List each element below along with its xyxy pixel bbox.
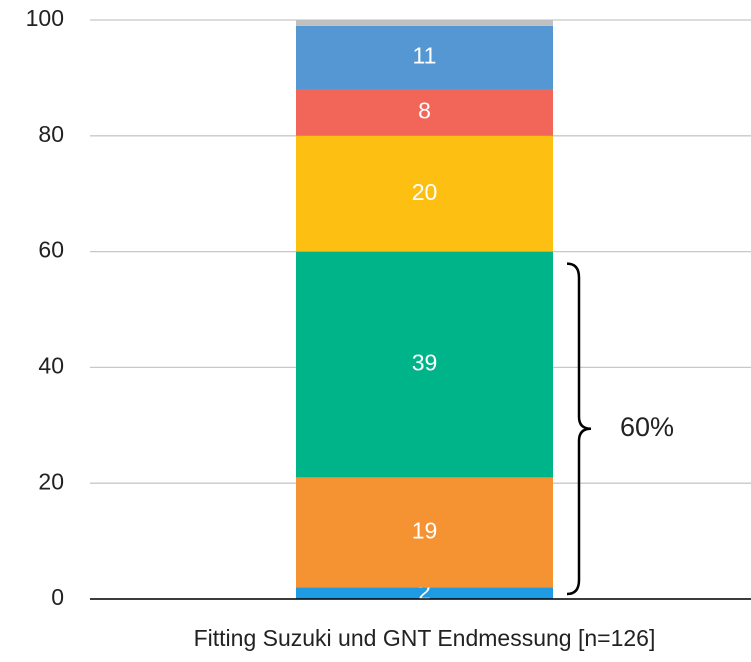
y-tick-label: 100 [26,5,64,31]
data-label: 19 [412,517,438,543]
data-label: 8 [418,98,431,124]
y-tick-label: 60 [38,237,64,263]
bar-segment [296,89,553,136]
bar-segment [296,477,553,588]
brace [566,262,592,596]
bar-segment [296,25,553,90]
data-label: 20 [412,179,438,205]
y-tick-label: 40 [38,352,64,378]
bar-segment [296,587,553,599]
y-tick-label: 80 [38,121,64,147]
data-label: 11 [413,43,437,69]
x-tick-label: Fitting Suzuki und GNT Endmessung [n=126… [194,625,656,651]
y-tick-label: 20 [38,468,64,494]
bar-segment [296,251,553,478]
bar-segment [296,20,553,26]
y-tick-label: 0 [51,584,64,610]
annotation: 60% [620,412,674,442]
bar-segment [296,135,553,252]
data-label: 39 [412,350,438,376]
